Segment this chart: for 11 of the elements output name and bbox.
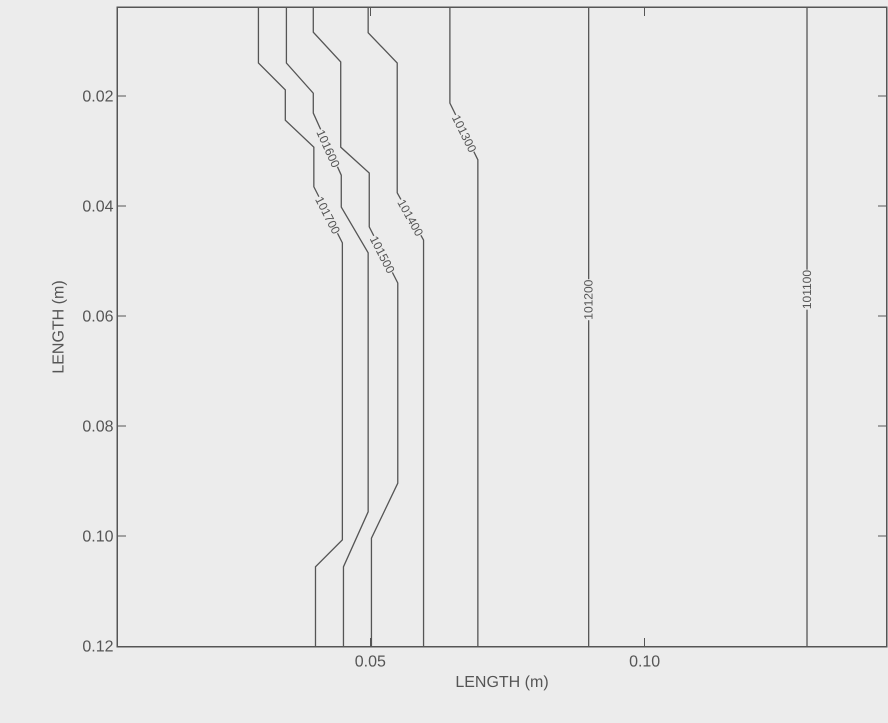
- x-axis-title: LENGTH (m): [455, 674, 549, 692]
- y-tick-label: 0.12: [82, 638, 114, 656]
- annotation: 101200: [582, 279, 596, 320]
- x-tick-label: 0.05: [354, 654, 386, 670]
- y-tick-label: 0.04: [82, 198, 114, 216]
- y-tick-label: 0.06: [82, 308, 114, 326]
- y-tick-label: 0.10: [82, 528, 114, 546]
- y-tick-label: 0.08: [82, 418, 114, 436]
- y-tick-label: 0.02: [82, 88, 114, 106]
- y-axis-title: LENGTH (m): [50, 280, 68, 374]
- annotation: 101100: [800, 270, 814, 310]
